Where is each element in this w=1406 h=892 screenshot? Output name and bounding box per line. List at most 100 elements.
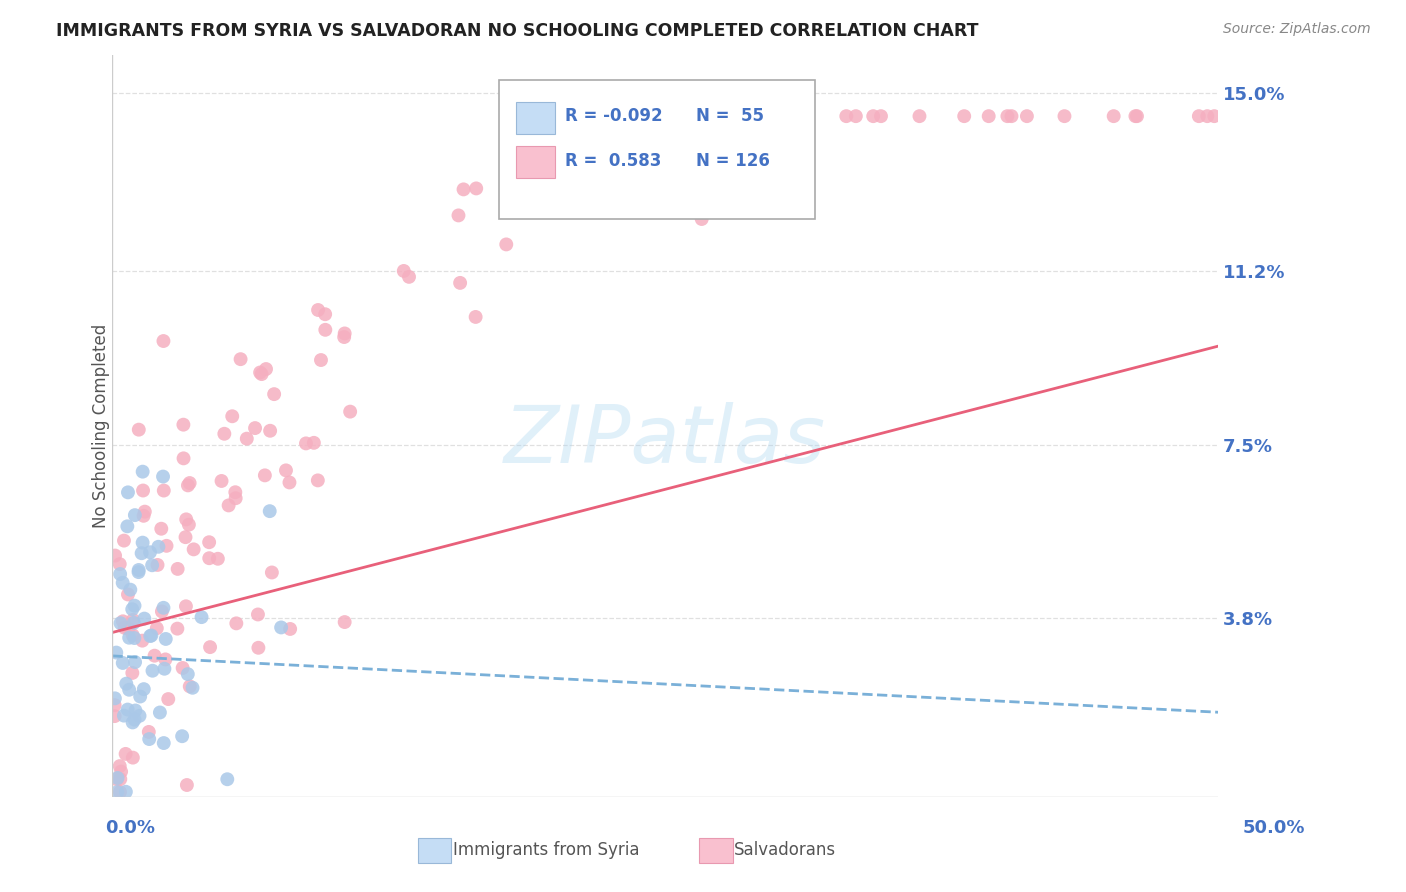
Point [179, 679, 201, 693]
Point [108, 785, 131, 799]
Point [141, 664, 163, 678]
Point [124, 508, 146, 523]
Point [150, 522, 173, 536]
Point [229, 352, 252, 367]
Point [121, 715, 143, 730]
Point [115, 785, 138, 799]
Point [177, 478, 200, 492]
Point [155, 539, 177, 553]
Point [141, 628, 163, 642]
Point [845, 109, 868, 123]
Point [122, 613, 145, 627]
Point [111, 615, 134, 629]
Point [711, 109, 734, 123]
Point [249, 366, 271, 380]
Point [131, 535, 153, 549]
Point [124, 713, 146, 727]
Point [124, 599, 146, 613]
Point [114, 621, 136, 635]
Point [752, 109, 775, 123]
Point [260, 566, 283, 580]
Point [117, 519, 139, 533]
Point [253, 468, 276, 483]
Point [682, 109, 704, 123]
Text: Source: ZipAtlas.com: Source: ZipAtlas.com [1223, 22, 1371, 37]
Point [225, 491, 247, 506]
Point [217, 772, 239, 787]
Point [108, 567, 131, 582]
Point [132, 483, 155, 498]
Point [128, 565, 150, 579]
Point [108, 557, 131, 571]
Point [211, 474, 233, 488]
Point [115, 676, 138, 690]
Point [1125, 109, 1147, 123]
Point [627, 109, 650, 123]
Point [953, 109, 976, 123]
Point [449, 276, 471, 290]
Point [104, 698, 127, 713]
Point [152, 600, 174, 615]
Point [143, 648, 166, 663]
Point [524, 168, 547, 182]
Point [112, 708, 135, 723]
Text: 0.0%: 0.0% [105, 819, 156, 837]
Point [198, 551, 221, 566]
Point [636, 109, 658, 123]
Point [190, 610, 212, 624]
Point [748, 125, 770, 139]
Point [138, 725, 160, 739]
Point [128, 423, 150, 437]
Text: N = 126: N = 126 [696, 152, 770, 169]
Point [1015, 109, 1038, 123]
Point [157, 692, 180, 706]
Point [254, 362, 277, 376]
Point [108, 759, 131, 773]
Point [107, 771, 129, 785]
Point [132, 682, 155, 697]
Point [495, 237, 517, 252]
Point [183, 542, 205, 557]
Point [111, 575, 134, 590]
Point [174, 512, 197, 526]
Point [531, 146, 554, 161]
Point [278, 622, 301, 636]
Point [104, 549, 127, 563]
Point [512, 145, 534, 160]
Point [995, 109, 1018, 123]
Point [141, 558, 163, 573]
Point [179, 476, 201, 491]
Point [247, 640, 270, 655]
Point [121, 665, 143, 680]
Point [690, 212, 713, 227]
Point [153, 662, 176, 676]
Point [665, 142, 688, 156]
Point [166, 562, 188, 576]
Point [243, 421, 266, 435]
Point [862, 109, 884, 123]
Point [152, 334, 174, 348]
Point [977, 109, 1000, 123]
Point [621, 109, 644, 123]
Point [166, 622, 188, 636]
Point [259, 424, 281, 438]
Point [105, 772, 128, 787]
Point [309, 353, 332, 368]
Point [198, 535, 221, 549]
Point [250, 367, 273, 381]
Point [236, 432, 259, 446]
Point [1188, 109, 1211, 123]
Point [155, 632, 177, 646]
Point [111, 656, 134, 670]
Point [105, 646, 128, 660]
Point [464, 310, 486, 324]
Text: IMMIGRANTS FROM SYRIA VS SALVADORAN NO SCHOOLING COMPLETED CORRELATION CHART: IMMIGRANTS FROM SYRIA VS SALVADORAN NO S… [56, 22, 979, 40]
Point [1204, 109, 1226, 123]
Point [110, 772, 132, 786]
Point [453, 182, 475, 196]
Text: R =  0.583: R = 0.583 [565, 152, 662, 169]
Point [139, 545, 162, 559]
Point [870, 109, 893, 123]
Point [207, 551, 229, 566]
Point [174, 599, 197, 614]
